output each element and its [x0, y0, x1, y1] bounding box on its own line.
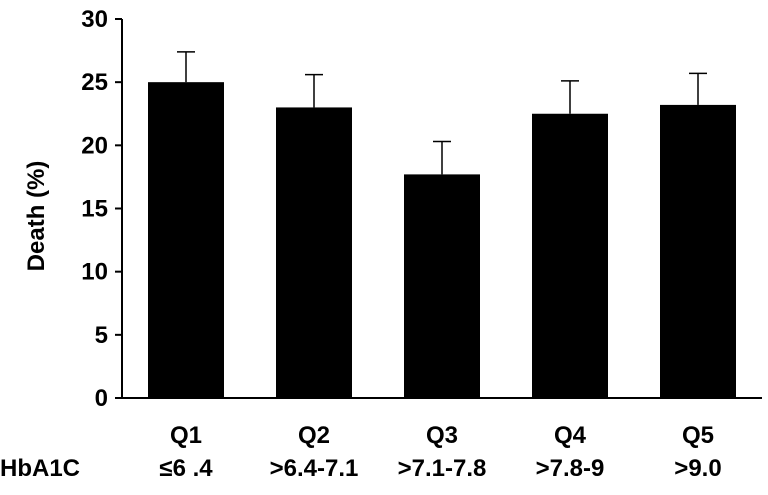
range-label-q5: >9.0 — [674, 455, 721, 482]
range-label-q3: >7.1-7.8 — [398, 455, 487, 482]
y-tick-label-5: 25 — [81, 69, 108, 96]
y-tick-label-2: 10 — [81, 259, 108, 286]
y-tick-label-6: 30 — [81, 6, 108, 33]
error-bars — [177, 51, 707, 175]
y-axis-ticks: 0 5 10 15 20 25 30 — [81, 6, 122, 412]
category-label-q3: Q3 — [426, 422, 458, 449]
category-label-q1: Q1 — [170, 422, 202, 449]
bar-q2 — [276, 107, 352, 398]
range-label-q1: ≤6 .4 — [159, 455, 213, 482]
bar-q3 — [404, 174, 480, 398]
range-label-q4: >7.8-9 — [536, 455, 605, 482]
bar-q4 — [532, 113, 608, 398]
y-axis-label: Death (%) — [23, 161, 50, 272]
range-label-q2: >6.4-7.1 — [270, 455, 359, 482]
bars — [148, 82, 736, 399]
bar-q1 — [148, 82, 224, 399]
category-label-q4: Q4 — [554, 422, 587, 449]
category-labels: Q1 Q2 Q3 Q4 Q5 — [170, 422, 714, 449]
y-tick-label-4: 20 — [81, 132, 108, 159]
category-label-q2: Q2 — [298, 422, 330, 449]
range-labels: ≤6 .4 >6.4-7.1 >7.1-7.8 >7.8-9 >9.0 — [159, 455, 721, 482]
y-tick-label-3: 15 — [81, 196, 108, 223]
bar-q5 — [660, 104, 736, 398]
category-label-q5: Q5 — [682, 422, 714, 449]
y-tick-label-0: 0 — [95, 385, 108, 412]
hba1c-row-label: HbA1C — [0, 455, 80, 482]
y-tick-label-1: 5 — [95, 322, 108, 349]
